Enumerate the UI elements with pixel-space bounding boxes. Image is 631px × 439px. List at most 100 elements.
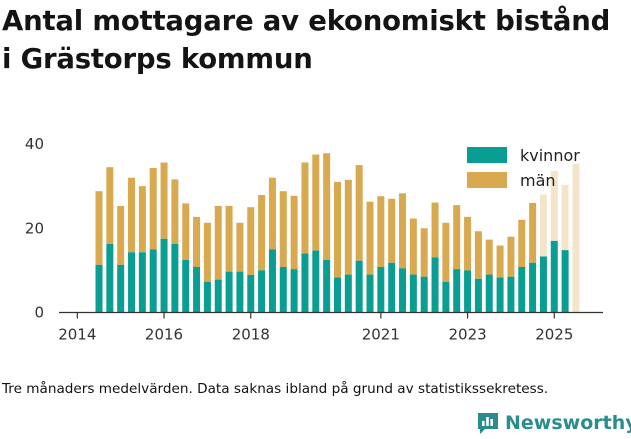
bar-kvinnor	[171, 243, 179, 313]
bar-man	[203, 222, 211, 282]
x-tick-label: 2021	[362, 326, 400, 344]
legend-label-kvinnor: kvinnor	[520, 146, 580, 165]
bar-kvinnor	[529, 262, 537, 313]
bar-kvinnor	[193, 267, 201, 313]
bar-man	[138, 186, 146, 253]
bar-kvinnor	[279, 267, 287, 313]
bar-man	[171, 179, 179, 244]
bar-man	[290, 195, 298, 270]
bar-kvinnor	[399, 268, 407, 313]
bar-kvinnor	[409, 274, 417, 313]
bar-man	[431, 202, 439, 258]
bar-kvinnor	[128, 252, 136, 313]
bar-man	[518, 219, 526, 267]
bar-man	[225, 205, 233, 272]
bar-kvinnor	[312, 250, 320, 313]
bar-kvinnor	[236, 271, 244, 313]
bar-kvinnor	[420, 276, 428, 313]
bar-group	[95, 153, 580, 313]
bar-kvinnor	[388, 262, 396, 313]
bar-man	[268, 177, 276, 250]
bar-man	[333, 181, 341, 278]
bar-man	[247, 207, 255, 276]
x-tick-label: 2025	[535, 326, 573, 344]
bar-man	[344, 179, 352, 275]
legend-swatch-kvinnor	[467, 147, 507, 163]
brand-name: Newsworthy	[505, 412, 631, 434]
bar-man	[377, 196, 385, 267]
bar-man	[485, 239, 493, 275]
x-tick-label: 2014	[58, 326, 96, 344]
bar-kvinnor	[453, 269, 461, 313]
bar-man	[561, 184, 569, 251]
y-tick-label: 20	[25, 219, 44, 237]
bar-man	[193, 216, 201, 268]
y-axis: 0 20 40	[25, 135, 44, 322]
legend: kvinnor män	[467, 146, 580, 190]
bar-man	[355, 165, 363, 261]
bar-man	[323, 153, 331, 260]
bar-man	[95, 191, 103, 265]
bar-kvinnor	[323, 259, 331, 313]
bar-kvinnor	[301, 253, 309, 313]
bar-man	[550, 170, 558, 241]
bar-kvinnor	[203, 281, 211, 313]
footnote: Tre månaders medelvärden. Data saknas ib…	[2, 381, 549, 397]
x-axis: 2014 2016 2018 2021 2023 2025	[58, 311, 603, 344]
bar-man	[279, 191, 287, 268]
bar-kvinnor	[550, 240, 558, 313]
bar-man	[236, 222, 244, 272]
bar-kvinnor	[431, 257, 439, 313]
bar-man	[409, 218, 417, 275]
bar-kvinnor	[106, 243, 114, 313]
stacked-bar-chart: 0 20 40 2014 2016 2018 2021 2023 2025 kvinnor mä…	[25, 135, 603, 344]
bar-man	[529, 202, 537, 263]
bar-kvinnor	[474, 278, 482, 313]
bar-man	[149, 168, 157, 250]
bar-man	[106, 167, 114, 244]
bar-kvinnor	[225, 271, 233, 313]
bar-kvinnor	[333, 277, 341, 313]
bar-kvinnor	[95, 264, 103, 313]
bar-kvinnor	[442, 281, 450, 313]
bar-kvinnor	[182, 259, 190, 313]
x-tick-label: 2016	[145, 326, 183, 344]
bar-kvinnor	[138, 252, 146, 313]
bar-man	[453, 205, 461, 270]
bar-kvinnor	[117, 264, 125, 313]
bar-man	[117, 205, 125, 265]
bar-kvinnor	[518, 267, 526, 313]
bar-kvinnor	[366, 274, 374, 313]
bar-man	[214, 205, 222, 280]
bar-kvinnor	[539, 256, 547, 313]
bar-chart-speech-bubble-icon	[478, 413, 498, 434]
bar-man	[366, 201, 374, 275]
bar-kvinnor	[258, 270, 266, 313]
bar-kvinnor	[344, 274, 352, 313]
bar-kvinnor	[268, 249, 276, 313]
bar-kvinnor	[496, 277, 504, 313]
bar-kvinnor	[355, 260, 363, 313]
bar-kvinnor	[149, 249, 157, 313]
bar-man	[464, 216, 472, 271]
legend-label-man: män	[520, 171, 556, 190]
bar-man	[258, 194, 266, 271]
bar-man	[496, 245, 504, 278]
bar-man	[539, 194, 547, 257]
bar-kvinnor	[160, 238, 168, 313]
bar-man	[182, 203, 190, 260]
y-tick-label: 40	[25, 135, 44, 153]
bar-kvinnor	[247, 275, 255, 313]
bar-man	[399, 193, 407, 269]
bar-man	[160, 162, 168, 239]
bar-man	[388, 198, 396, 263]
bar-kvinnor	[290, 269, 298, 313]
bar-man	[312, 154, 320, 251]
bar-kvinnor	[464, 270, 472, 313]
bar-man	[474, 231, 482, 279]
bar-man	[301, 162, 309, 254]
bar-kvinnor	[485, 274, 493, 313]
bar-man	[128, 177, 136, 253]
brand-logo[interactable]: Newsworthy	[476, 409, 631, 437]
x-tick-label: 2018	[232, 326, 270, 344]
